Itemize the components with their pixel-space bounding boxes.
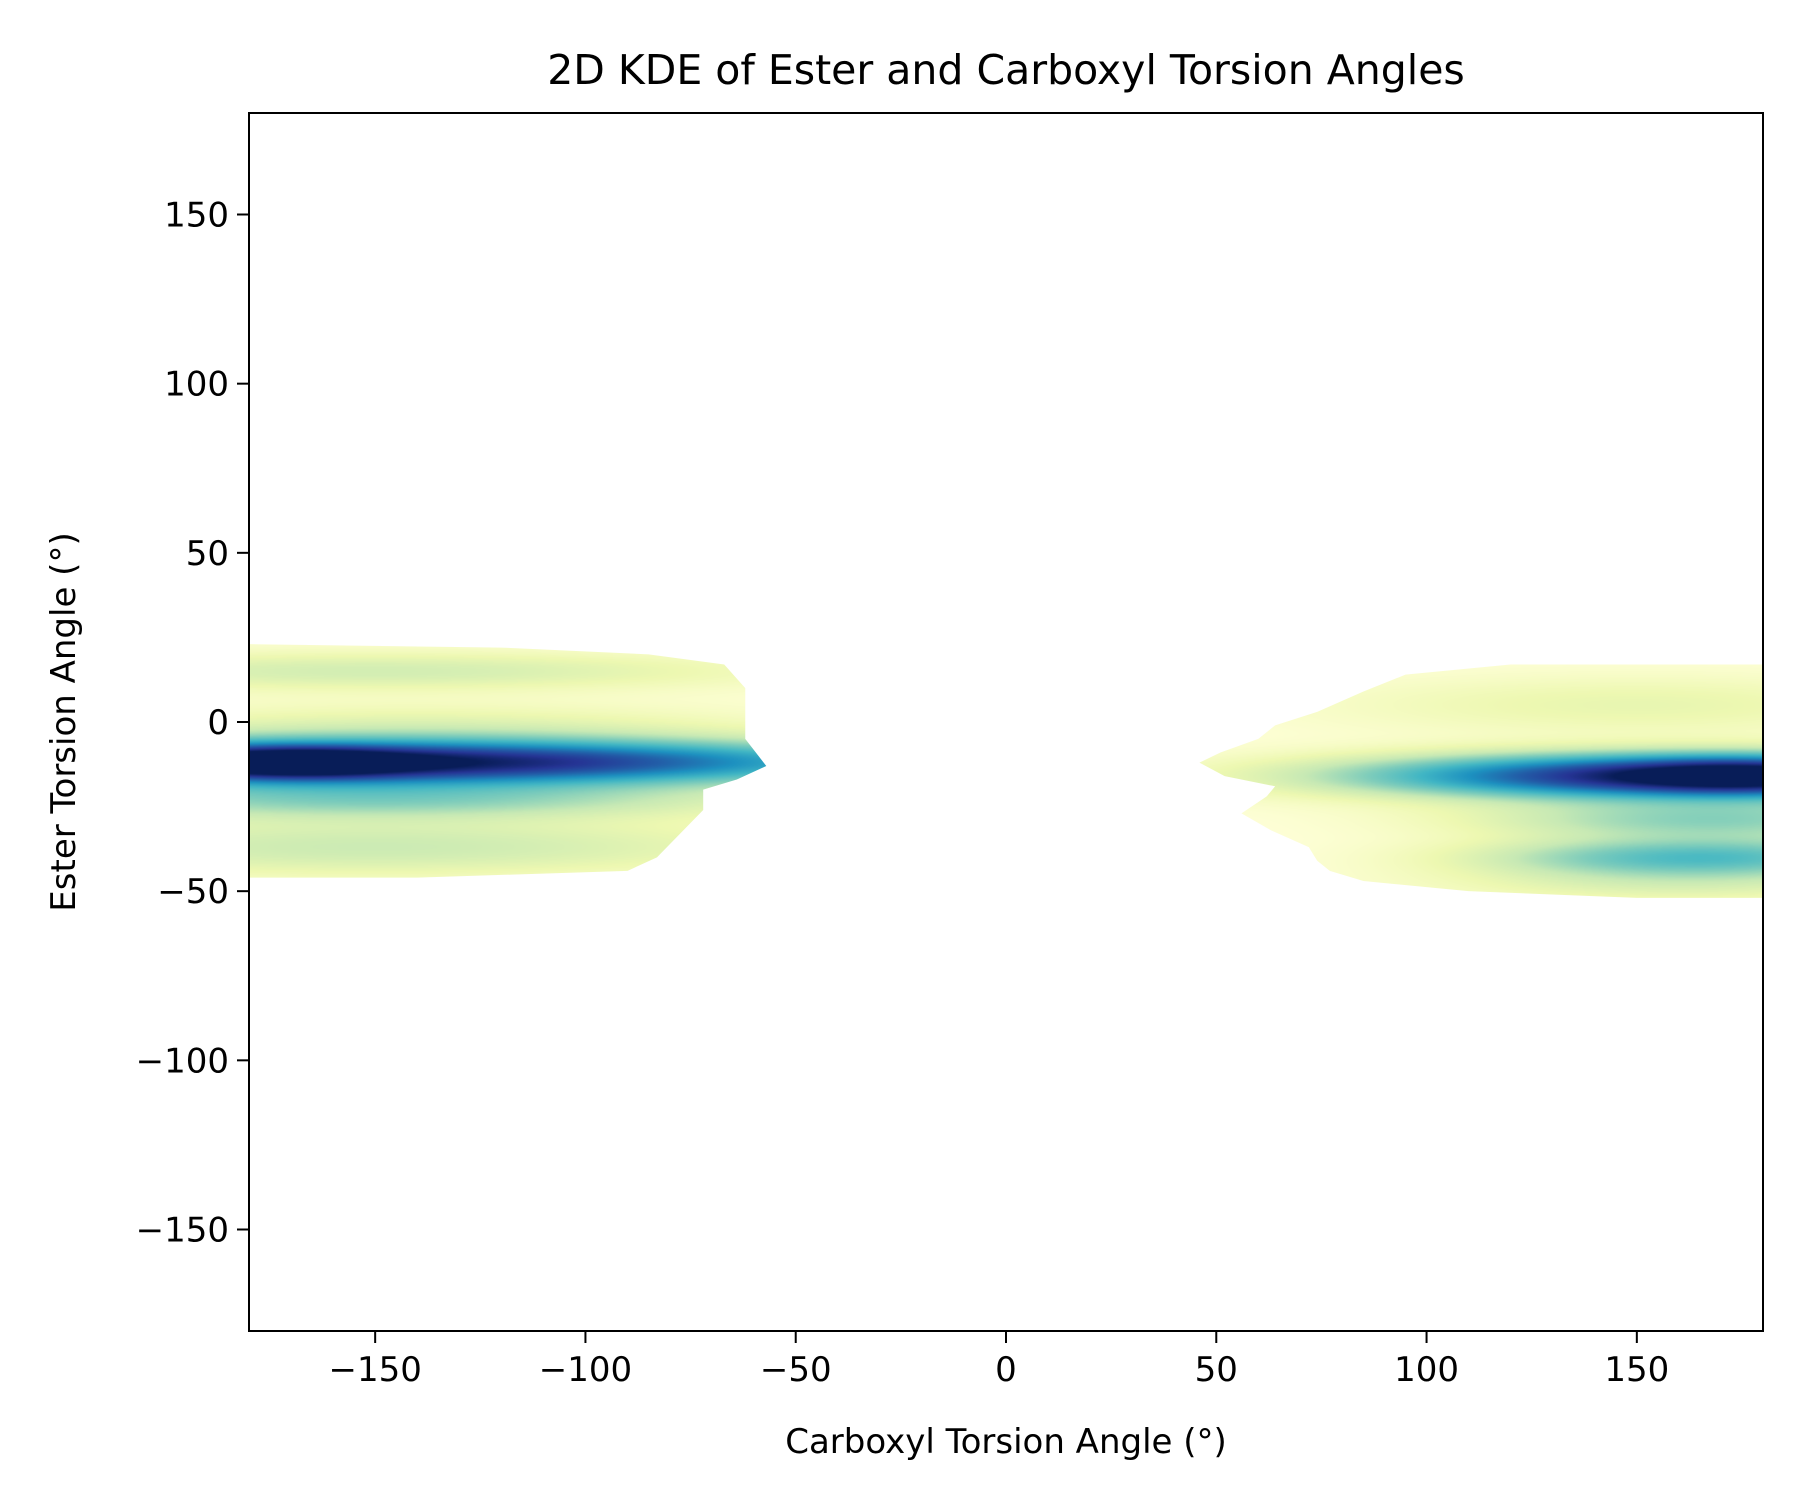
y-tick-label: −50 bbox=[157, 872, 229, 912]
y-tick-label: 100 bbox=[164, 365, 229, 405]
x-tick-label: 150 bbox=[1604, 1350, 1669, 1390]
left-cluster-density bbox=[249, 644, 767, 878]
y-axis-label: Ester Torsion Angle (°) bbox=[44, 532, 84, 911]
chart-title: 2D KDE of Ester and Carboxyl Torsion Ang… bbox=[547, 46, 1465, 94]
y-axis: −150 −100 −50 0 50 100 150 bbox=[136, 196, 249, 1251]
right-cluster bbox=[1199, 664, 1763, 898]
x-tick-label: 0 bbox=[995, 1350, 1017, 1390]
x-tick-label: 100 bbox=[1394, 1350, 1459, 1390]
x-axis: −150 −100 −50 0 50 100 150 bbox=[328, 1331, 1669, 1390]
y-tick-label: 0 bbox=[207, 703, 229, 743]
left-cluster bbox=[249, 644, 767, 878]
right-cluster-density bbox=[1199, 664, 1763, 898]
y-tick-label: 50 bbox=[186, 534, 229, 574]
x-tick-label: −100 bbox=[539, 1350, 632, 1390]
kde-density-layer bbox=[249, 644, 1763, 898]
y-tick-label: −100 bbox=[136, 1041, 229, 1081]
x-tick-label: −150 bbox=[328, 1350, 421, 1390]
y-tick-label: −150 bbox=[136, 1211, 229, 1251]
x-tick-label: 50 bbox=[1195, 1350, 1238, 1390]
y-tick-label: 150 bbox=[164, 196, 229, 236]
x-tick-label: −50 bbox=[760, 1350, 832, 1390]
x-axis-label: Carboxyl Torsion Angle (°) bbox=[785, 1422, 1227, 1462]
